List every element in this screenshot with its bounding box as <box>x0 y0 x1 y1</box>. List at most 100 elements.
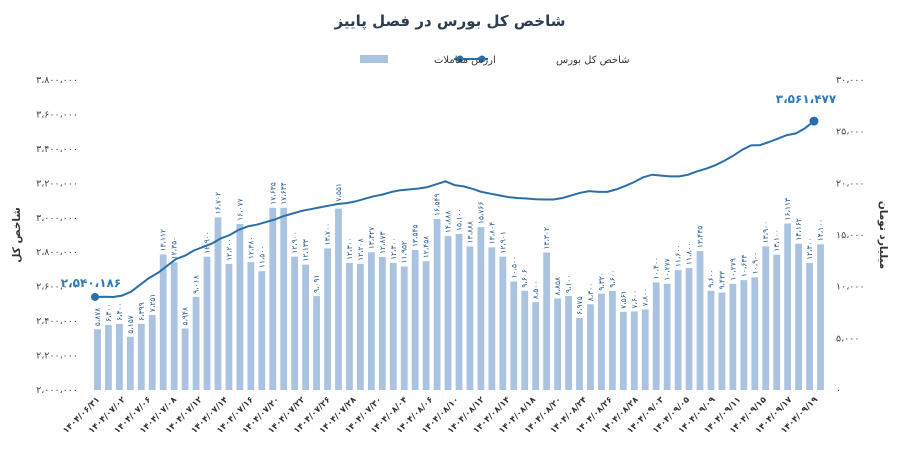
bar <box>521 290 529 390</box>
legend: شاخص کل بورس ارزش معاملات <box>360 55 630 66</box>
bar-value-label: ۱۰،۹۰۰ <box>750 252 759 275</box>
bar <box>630 311 638 390</box>
left-axis: ۲،۰۰۰،۰۰۰ ۲،۲۰۰،۰۰۰ ۲،۴۰۰،۰۰۰ ۲،۶۰۰،۰۰۰ ۲،۸۰… <box>11 75 78 396</box>
bar-value-label: ۱۱،۹۵۲ <box>400 241 409 264</box>
bar <box>488 247 496 390</box>
bar-value-label: ۱۲،۳۰۰ <box>805 237 814 260</box>
bar <box>346 262 353 390</box>
bar <box>247 262 255 390</box>
bar <box>422 261 430 390</box>
bar-value-label: ۹،۰۹۱ <box>312 275 321 294</box>
bar <box>806 262 813 390</box>
bar <box>105 324 112 390</box>
bar-value-label: ۶،۳۰۰ <box>104 303 113 322</box>
bar <box>313 296 320 390</box>
right-tick-label: ۰ <box>836 385 841 396</box>
bar-value-label: ۱۲،۳۵۰ <box>170 237 179 260</box>
line-end-label: ۳،۵۶۱،۴۷۷ <box>776 92 837 106</box>
bar-value-label: ۱۰،۲۷۹ <box>728 258 737 281</box>
legend-line-label: شاخص کل بورس <box>556 55 630 66</box>
bar-value-label: ۱۲،۳۰۰ <box>389 237 398 260</box>
left-tick-label: ۳،۸۰۰،۰۰۰ <box>36 75 78 86</box>
bar-value-label: ۱۵،۱۰۰ <box>455 208 464 231</box>
right-tick-label: ۳۰،۰۰۰ <box>836 75 865 86</box>
bar <box>543 252 551 390</box>
bar-value-label: ۱۵،۷۶۶ <box>476 202 485 225</box>
bar-value-label: ۵،۱۵۷ <box>126 315 135 334</box>
right-axis: ۰ ۵،۰۰۰ ۱۰،۰۰۰ ۱۵،۰۰۰ ۲۰،۰۰۰ ۲۵،۰۰۰ ۳۰،۰۰۰ میلی… <box>836 75 889 396</box>
bar <box>357 263 364 390</box>
bar <box>115 323 123 390</box>
right-tick-label: ۱۵،۰۰۰ <box>836 230 865 241</box>
bar-value-label: ۹،۶۰۰ <box>608 269 617 288</box>
bar-value-label: ۶،۹۷۵ <box>575 296 584 315</box>
bar <box>335 208 342 390</box>
bar-value-label: ۱۳،۴۳۵ <box>696 226 705 249</box>
legend-bar-label: ارزش معاملات <box>434 55 496 66</box>
bar-value-label: ۱۰،۶۳۳ <box>739 255 748 278</box>
bar-value-label: ۱۱،۶۰۰ <box>674 245 683 268</box>
bar <box>532 302 540 390</box>
bar-value-label: ۸،۸۵۸ <box>553 277 562 296</box>
bar-value-label: ۹،۴۳۳ <box>717 271 726 290</box>
bar <box>181 328 189 390</box>
bar <box>444 236 452 390</box>
bar <box>499 256 507 390</box>
bar-value-label: ۱۲،۹۰۱ <box>498 231 507 254</box>
line-start-label: ۲،۵۴۰،۱۸۶ <box>61 276 121 290</box>
right-axis-title: میلیارد تومان <box>877 201 889 269</box>
bar <box>608 290 616 390</box>
bar-value-label: ۱۷،۵۵۱ <box>334 183 343 206</box>
right-tick-label: ۱۰،۰۰۰ <box>836 282 865 293</box>
index-line <box>94 120 815 298</box>
bar-value-label: ۸،۳۰۰ <box>586 283 595 302</box>
left-tick-label: ۲،۸۰۰،۰۰۰ <box>36 247 78 258</box>
bar <box>214 217 222 390</box>
bar-value-label: ۱۲،۳۰۰ <box>345 237 354 260</box>
bar <box>466 246 474 390</box>
bar <box>641 309 649 390</box>
bar <box>302 264 310 390</box>
bar-value-label: ۱۰،۴۰۰ <box>652 257 661 280</box>
bar-value-label: ۱۳،۹۰۰ <box>761 221 770 244</box>
bar-value-label: ۵،۸۷۸ <box>93 308 102 327</box>
bar <box>203 256 211 390</box>
bar <box>707 290 715 390</box>
bar-value-label: ۱۴،۱۶۲ <box>794 218 803 241</box>
right-tick-label: ۲۵،۰۰۰ <box>836 127 865 138</box>
bar <box>784 223 792 390</box>
bar <box>751 277 759 390</box>
bar-value-label: ۱۳،۳۰۲ <box>542 227 551 250</box>
bar <box>291 256 299 390</box>
bar-value-label: ۷،۸۰۰ <box>641 288 650 307</box>
legend-line-marker <box>456 55 464 63</box>
bar-value-label: ۱۳،۱۱۲ <box>159 229 168 252</box>
bar <box>280 207 288 390</box>
bar <box>477 227 485 390</box>
bar <box>696 251 704 390</box>
bar <box>433 218 441 390</box>
line-layer: ۲،۵۴۰،۱۸۶ ۳،۵۶۱،۴۷۷ <box>61 92 837 301</box>
bar <box>148 315 156 390</box>
left-tick-label: ۲،۰۰۰،۰۰۰ <box>36 385 78 396</box>
bar-value-label: ۱۳،۱۰۰ <box>772 229 781 252</box>
bar-value-label: ۱۱،۵۰۰ <box>257 246 266 269</box>
bar-value-label: ۱۰،۵۰۰ <box>509 256 518 279</box>
bar <box>598 293 605 390</box>
bar <box>378 256 386 390</box>
legend-bar-swatch <box>360 55 388 63</box>
bar <box>718 292 726 390</box>
bar <box>565 295 572 390</box>
bar <box>740 280 748 390</box>
bar <box>729 283 737 390</box>
bar <box>455 233 463 390</box>
bar <box>367 252 375 390</box>
bar-value-label: ۱۱،۸۰۰ <box>685 243 694 266</box>
bar-value-label: ۱۲،۴۵۸ <box>422 236 431 259</box>
bar <box>137 323 145 390</box>
bar-value-label: ۹،۶۰۰ <box>706 269 715 288</box>
bar-value-label: ۱۳،۵۴۵ <box>411 224 420 247</box>
